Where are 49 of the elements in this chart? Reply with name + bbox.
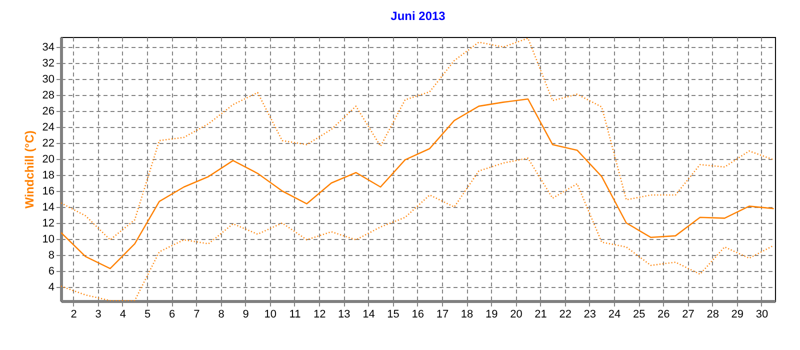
y-tick-label: 4 [48, 282, 54, 294]
x-tick-label: 7 [194, 308, 200, 320]
x-tick-label: 23 [584, 308, 596, 320]
x-tick-label: 22 [559, 308, 572, 320]
x-tick-label: 29 [731, 308, 744, 320]
y-axis-title: Windchill (°C) [22, 130, 36, 209]
x-tick-label: 12 [313, 308, 326, 320]
y-tick-label: 18 [42, 170, 54, 182]
y-tick-label: 12 [42, 218, 54, 230]
x-tick-label: 18 [460, 308, 474, 320]
y-tick-label: 28 [42, 90, 54, 102]
x-tick-label: 14 [362, 308, 375, 320]
x-tick-label: 2 [70, 308, 77, 320]
x-tick-label: 27 [682, 308, 694, 320]
x-tick-label: 17 [436, 308, 449, 320]
x-tick-label: 8 [218, 308, 224, 320]
x-tick-label: 21 [534, 308, 547, 320]
x-tick-label: 4 [120, 308, 126, 320]
y-tick-label: 20 [42, 154, 54, 166]
y-tick-label: 8 [48, 250, 54, 262]
y-tick-label: 14 [42, 202, 54, 214]
y-tick-label: 26 [42, 106, 54, 118]
y-tick-label: 10 [42, 234, 54, 246]
x-tick-label: 11 [289, 308, 301, 320]
x-tick-label: 16 [412, 308, 424, 320]
line-series [61, 98, 774, 270]
x-tick-label: 20 [510, 308, 522, 320]
x-tick-label: 5 [144, 308, 151, 320]
y-tick-label: 24 [42, 122, 54, 134]
x-tick-label: 10 [264, 308, 277, 320]
x-tick-label: 30 [756, 308, 768, 320]
x-tick-label: 15 [387, 308, 400, 320]
y-tick-label: 30 [42, 74, 54, 86]
y-tick-label: 34 [42, 42, 54, 54]
x-tick-label: 28 [706, 308, 719, 320]
x-tick-label: 25 [632, 308, 646, 320]
x-tick-label: 13 [338, 308, 350, 320]
x-tick-label: 26 [658, 308, 670, 320]
x-tick-label: 24 [608, 308, 621, 320]
x-tick-label: 6 [169, 308, 176, 320]
y-tick-label: 16 [42, 186, 54, 198]
x-tick-label: 9 [242, 308, 249, 320]
x-tick-label: 3 [95, 308, 102, 320]
line-series [61, 38, 774, 240]
y-tick-label: 32 [42, 58, 54, 70]
x-tick-label: 19 [485, 308, 498, 320]
y-tick-label: 22 [42, 138, 54, 150]
y-tick-label: 6 [48, 266, 54, 278]
chart-title: Juni 2013 [390, 9, 446, 23]
